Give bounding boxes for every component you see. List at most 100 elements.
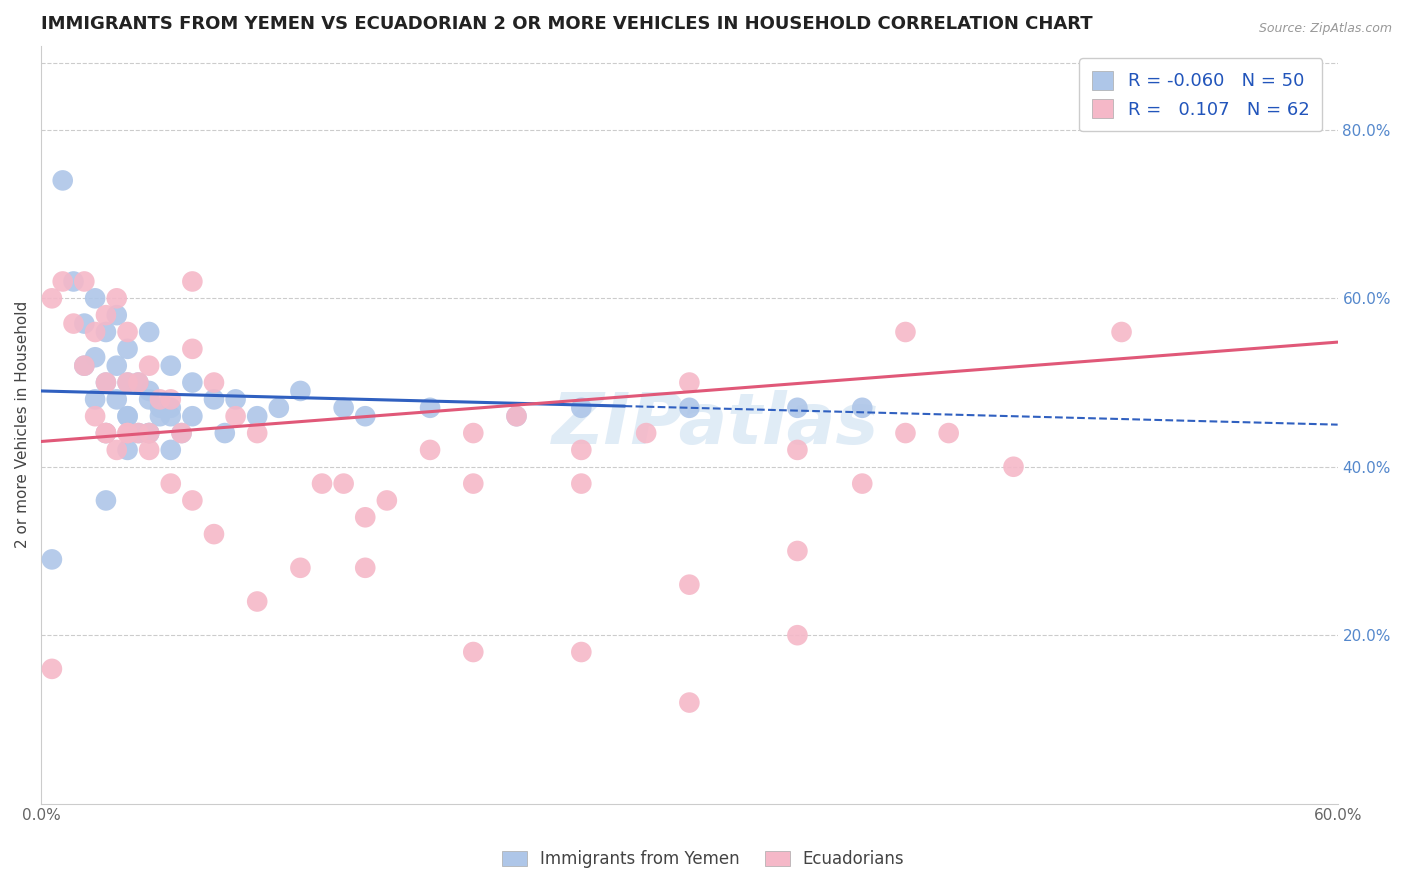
Point [225,392,247,407]
Point [678,577,700,591]
Text: ZIPatlas: ZIPatlas [551,390,879,459]
Point [202,527,225,541]
Point [138,425,160,440]
Point [290,384,312,398]
Point [505,409,527,424]
Point [117,425,139,440]
Point [463,425,485,440]
Point [159,476,181,491]
Point [138,325,160,339]
Point [159,442,181,457]
Point [138,425,160,440]
Point [105,291,128,305]
Point [84,291,107,305]
Point [1111,325,1133,339]
Point [149,409,172,424]
Point [73,359,96,373]
Point [419,401,441,415]
Point [73,359,96,373]
Point [62,275,84,289]
Point [41,291,63,305]
Point [117,409,139,424]
Point [138,359,160,373]
Point [159,392,181,407]
Point [246,409,269,424]
Point [678,376,700,390]
Point [94,425,117,440]
Point [181,493,204,508]
Point [138,392,160,407]
Point [127,425,149,440]
Point [569,645,592,659]
Point [94,325,117,339]
Point [138,384,160,398]
Point [117,442,139,457]
Point [170,425,193,440]
Point [332,476,354,491]
Point [159,409,181,424]
Point [181,342,204,356]
Point [138,425,160,440]
Point [84,351,107,365]
Point [94,376,117,390]
Text: IMMIGRANTS FROM YEMEN VS ECUADORIAN 2 OR MORE VEHICLES IN HOUSEHOLD CORRELATION : IMMIGRANTS FROM YEMEN VS ECUADORIAN 2 OR… [41,15,1092,33]
Point [94,308,117,322]
Point [181,376,204,390]
Point [894,325,917,339]
Point [170,425,193,440]
Point [138,442,160,457]
Point [636,425,658,440]
Point [105,392,128,407]
Point [73,317,96,331]
Point [181,409,204,424]
Point [1002,459,1025,474]
Point [41,662,63,676]
Point [84,392,107,407]
Point [225,409,247,424]
Legend: Immigrants from Yemen, Ecuadorians: Immigrants from Yemen, Ecuadorians [495,844,911,875]
Point [105,359,128,373]
Point [267,401,290,415]
Point [246,425,269,440]
Point [290,561,312,575]
Point [117,425,139,440]
Point [202,376,225,390]
Point [894,425,917,440]
Point [463,476,485,491]
Point [678,696,700,710]
Point [94,425,117,440]
Point [311,476,333,491]
Text: Source: ZipAtlas.com: Source: ZipAtlas.com [1258,22,1392,36]
Point [938,425,960,440]
Point [94,376,117,390]
Point [127,376,149,390]
Point [463,645,485,659]
Point [419,442,441,457]
Point [569,442,592,457]
Point [181,275,204,289]
Point [678,401,700,415]
Point [62,317,84,331]
Point [505,409,527,424]
Point [354,409,377,424]
Point [127,425,149,440]
Point [117,376,139,390]
Point [851,476,873,491]
Legend: R = -0.060   N = 50, R =   0.107   N = 62: R = -0.060 N = 50, R = 0.107 N = 62 [1078,59,1322,131]
Point [786,401,808,415]
Point [94,425,117,440]
Point [84,325,107,339]
Point [149,392,172,407]
Point [105,442,128,457]
Point [94,493,117,508]
Point [159,401,181,415]
Point [41,552,63,566]
Point [375,493,398,508]
Point [52,275,75,289]
Point [569,476,592,491]
Point [354,510,377,524]
Point [159,359,181,373]
Point [117,342,139,356]
Point [786,442,808,457]
Point [214,425,236,440]
